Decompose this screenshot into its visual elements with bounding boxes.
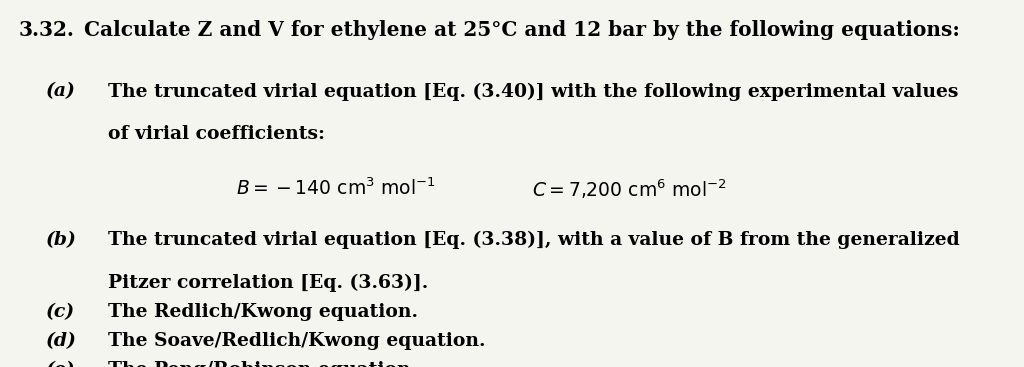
Text: (d): (d)	[46, 332, 77, 350]
Text: Pitzer correlation [Eq. (3.63)].: Pitzer correlation [Eq. (3.63)].	[108, 273, 428, 292]
Text: (c): (c)	[46, 303, 75, 321]
Text: The truncated virial equation [Eq. (3.38)], with a value of B from the generaliz: The truncated virial equation [Eq. (3.38…	[108, 231, 959, 250]
Text: (e): (e)	[46, 361, 76, 367]
Text: of virial coefficients:: of virial coefficients:	[108, 125, 325, 143]
Text: The Redlich/Kwong equation.: The Redlich/Kwong equation.	[108, 303, 418, 321]
Text: Calculate Z and V for ethylene at 25°C and 12 bar by the following equations:: Calculate Z and V for ethylene at 25°C a…	[77, 20, 959, 40]
Text: $C = 7{,}200\ \mathrm{cm^6\ mol^{-2}}$: $C = 7{,}200\ \mathrm{cm^6\ mol^{-2}}$	[532, 178, 727, 201]
Text: (b): (b)	[46, 231, 77, 249]
Text: $B = -140\ \mathrm{cm^3\ mol^{-1}}$: $B = -140\ \mathrm{cm^3\ mol^{-1}}$	[236, 178, 435, 200]
Text: The Peng/Robinson equation.: The Peng/Robinson equation.	[108, 361, 417, 367]
Text: The Soave/Redlich/Kwong equation.: The Soave/Redlich/Kwong equation.	[108, 332, 485, 350]
Text: 3.32.: 3.32.	[18, 20, 75, 40]
Text: (a): (a)	[46, 83, 76, 101]
Text: The truncated virial equation [Eq. (3.40)] with the following experimental value: The truncated virial equation [Eq. (3.40…	[108, 83, 957, 101]
